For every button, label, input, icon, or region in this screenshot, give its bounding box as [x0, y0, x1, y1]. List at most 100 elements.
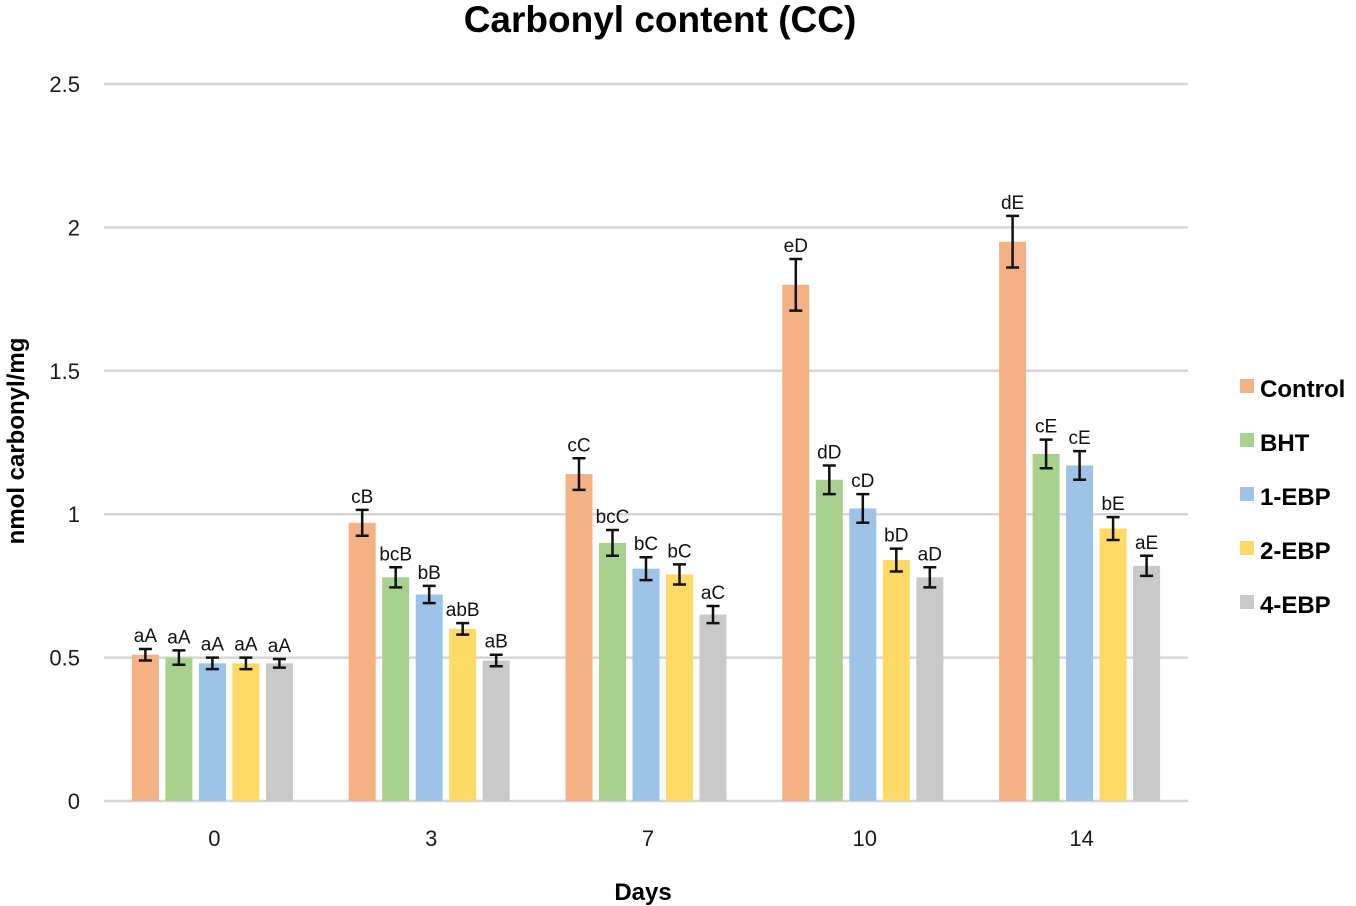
data-label-bht-day-3: bcB — [379, 544, 412, 565]
chart-title: Carbonyl content (CC) — [464, 0, 857, 40]
data-label-control-day-14: dE — [1001, 193, 1024, 214]
bar-bht-day-0 — [165, 657, 193, 801]
bar-bht-day-7 — [599, 542, 626, 801]
legend-label-control: Control — [1260, 376, 1345, 403]
bar-1-ebp-day-7 — [632, 568, 660, 801]
data-label-4-ebp-day-7: aC — [701, 583, 725, 604]
legend-swatch-control — [1240, 379, 1254, 393]
data-label-1-ebp-day-3: bB — [418, 563, 441, 584]
bar-1-ebp-day-3 — [415, 594, 443, 801]
data-label-4-ebp-day-0: aA — [268, 636, 292, 657]
error-bar-control-day-10 — [789, 257, 803, 312]
data-label-1-ebp-day-14: cE — [1069, 428, 1091, 449]
data-label-bht-day-14: cE — [1035, 417, 1057, 438]
error-bar-control-day-0 — [138, 647, 152, 662]
bar-2-ebp-day-7 — [666, 574, 693, 801]
data-label-4-ebp-day-3: aB — [485, 632, 508, 653]
legend-label-bht: BHT — [1260, 430, 1310, 457]
data-label-bht-day-10: dD — [817, 442, 841, 463]
error-bar-1-ebp-day-0 — [205, 656, 219, 671]
error-bar-1-ebp-day-3 — [422, 584, 436, 605]
error-bar-2-ebp-day-7 — [673, 563, 686, 586]
error-bar-1-ebp-day-10 — [856, 492, 870, 525]
y-tick-label: 2 — [68, 215, 80, 240]
bar-2-ebp-day-14 — [1099, 528, 1127, 801]
bar-2-ebp-day-0 — [232, 663, 260, 801]
y-tick-label: 1 — [68, 502, 80, 527]
data-label-4-ebp-day-10: aD — [918, 544, 942, 565]
bar-2-ebp-day-10 — [882, 560, 910, 801]
x-tick-label: 14 — [1069, 826, 1093, 851]
bar-control-day-14 — [999, 241, 1027, 802]
legend-label-1-ebp: 1-EBP — [1260, 484, 1331, 511]
y-tick-label: 0.5 — [49, 646, 80, 671]
y-axis-ticks: 0 0.5 1 1.5 2 2.5 — [49, 72, 80, 814]
bar-4-ebp-day-14 — [1133, 565, 1161, 801]
legend-label-2-ebp: 2-EBP — [1260, 538, 1331, 565]
error-bar-control-day-7 — [572, 457, 586, 492]
bar-control-day-7 — [565, 474, 593, 801]
bar-bht-day-3 — [382, 577, 410, 801]
legend-swatch-bht — [1240, 433, 1254, 447]
y-tick-label: 2.5 — [49, 72, 80, 97]
bar-2-ebp-day-3 — [449, 628, 477, 801]
x-axis-ticks: 0 3 7 10 14 — [208, 826, 1094, 851]
legend-swatch-2-ebp — [1240, 541, 1254, 555]
error-bar-4-ebp-day-10 — [923, 566, 937, 589]
x-tick-label: 3 — [425, 826, 437, 851]
error-bar-2-ebp-day-10 — [889, 547, 903, 573]
error-bar-4-ebp-day-3 — [489, 653, 503, 668]
bars — [131, 241, 1161, 802]
x-tick-label: 7 — [642, 826, 654, 851]
data-label-bht-day-0: aA — [167, 627, 191, 648]
error-bar-bht-day-10 — [822, 464, 836, 496]
x-tick-label: 10 — [853, 826, 877, 851]
bar-4-ebp-day-10 — [916, 577, 944, 801]
bar-4-ebp-day-0 — [265, 663, 293, 801]
y-tick-label: 0 — [68, 789, 80, 814]
error-bar-4-ebp-day-0 — [272, 657, 286, 669]
data-label-1-ebp-day-7: bC — [634, 534, 658, 555]
data-label-1-ebp-day-0: aA — [201, 635, 225, 656]
data-label-bht-day-7: bcC — [596, 507, 630, 528]
data-label-2-ebp-day-7: bC — [667, 541, 691, 562]
data-label-control-day-0: aA — [134, 626, 158, 647]
error-bar-control-day-3 — [355, 508, 369, 537]
x-axis-label: Days — [614, 879, 671, 906]
data-label-2-ebp-day-10: bD — [884, 526, 908, 547]
legend-label-4-ebp: 4-EBP — [1260, 592, 1331, 619]
y-axis-label: nmol carbonyl/mg — [3, 338, 30, 545]
bar-control-day-10 — [782, 284, 810, 801]
error-bar-4-ebp-day-7 — [706, 604, 720, 625]
legend-swatch-4-ebp — [1240, 595, 1254, 609]
error-bar-bht-day-14 — [1039, 438, 1053, 470]
bar-bht-day-14 — [1032, 453, 1060, 801]
bar-4-ebp-day-3 — [482, 660, 510, 801]
error-bar-1-ebp-day-7 — [639, 555, 653, 582]
data-label-2-ebp-day-0: aA — [234, 635, 258, 656]
error-bars — [138, 214, 1154, 671]
data-label-control-day-10: eD — [784, 236, 808, 257]
bar-1-ebp-day-14 — [1066, 465, 1094, 801]
error-bar-2-ebp-day-0 — [239, 656, 253, 671]
bar-control-day-0 — [131, 654, 159, 801]
bar-control-day-3 — [348, 522, 376, 801]
error-bar-2-ebp-day-3 — [456, 621, 470, 636]
y-tick-label: 1.5 — [49, 359, 80, 384]
error-bar-1-ebp-day-14 — [1073, 449, 1087, 482]
data-label-1-ebp-day-10: cD — [851, 471, 874, 492]
data-label-control-day-7: cC — [567, 435, 590, 456]
legend: Control BHT 1-EBP 2-EBP 4-EBP — [1240, 376, 1345, 619]
data-label-control-day-3: cB — [351, 487, 373, 508]
bar-1-ebp-day-10 — [849, 508, 877, 801]
data-label-2-ebp-day-14: bE — [1101, 494, 1124, 515]
bar-4-ebp-day-7 — [699, 614, 727, 801]
legend-swatch-1-ebp — [1240, 487, 1254, 501]
bar-bht-day-10 — [815, 479, 843, 801]
error-bar-2-ebp-day-14 — [1106, 515, 1120, 542]
error-bar-bht-day-7 — [606, 528, 619, 558]
data-label-4-ebp-day-14: aE — [1135, 533, 1158, 554]
error-bar-4-ebp-day-14 — [1140, 554, 1154, 578]
